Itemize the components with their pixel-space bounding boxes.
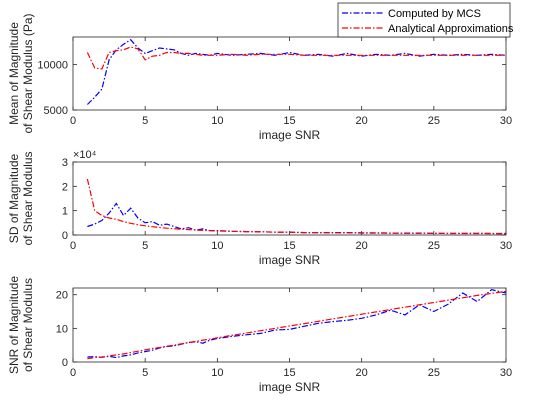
panel-3: 0 5 10 15 20 25 30 0 10 20 image SNR SNR of Magnitu… [7,276,512,394]
series-analytical-line [86,46,506,70]
x-tick-label: 0 [70,115,76,127]
panel-1: 0 5 10 15 20 25 30 5000 10000 image SNR Mean of Ma… [7,13,512,142]
x-axis-label: image SNR [259,128,321,142]
x-tick-label: 25 [428,240,440,252]
legend: Computed by MCS Analytical Approximation… [337,2,514,38]
plot-area [72,36,507,111]
y-tick-label: 10 [56,323,68,335]
x-tick-label: 0 [70,240,76,252]
x-tick-label: 5 [142,240,148,252]
x-tick-label: 5 [142,115,148,127]
series-mcs-line [86,38,506,105]
y-axis-label-line-1: SNR of Magnitude [7,276,21,374]
x-tick-label: 15 [283,367,295,379]
y-axis-label-line-1: SD of Magnitude [7,153,21,243]
x-tick-label: 20 [356,240,368,252]
x-tick-label: 15 [283,115,295,127]
x-tick-label: 25 [428,115,440,127]
y-axis-label-line-1: Mean of Magnitude [7,22,21,125]
legend-label-mcs: Computed by MCS [388,8,481,20]
series-analytical-line [86,178,506,235]
y-axis-label-line-2: of Shear Modulus (Pa) [21,13,35,133]
x-tick-label: 10 [211,240,223,252]
x-tick-label: 10 [211,115,223,127]
y-tick-label: 3 [62,157,68,169]
legend-label-analytical: Analytical Approximations [388,23,514,35]
panel-2: 0 5 10 15 20 25 30 0 1 2 3 ×10⁴ image SNR SD of Magni… [7,149,512,267]
x-tick-label: 15 [283,240,295,252]
y-exponent-label: ×10⁴ [73,149,97,161]
x-tick-label: 10 [211,367,223,379]
x-tick-label: 25 [428,367,440,379]
y-tick-label: 2 [62,181,68,193]
x-tick-label: 0 [70,367,76,379]
x-tick-label: 30 [500,240,512,252]
y-tick-label: 5000 [44,105,68,117]
x-tick-label: 30 [500,115,512,127]
y-tick-label: 0 [62,357,68,369]
series-analytical-line [87,290,506,360]
plot-area [72,161,507,236]
x-tick-label: 5 [142,367,148,379]
x-axis-label: image SNR [259,380,321,394]
y-tick-label: 20 [56,290,68,302]
y-axis-label-line-2: of Shear Modulus [21,278,35,372]
x-tick-label: 20 [356,367,368,379]
x-axis-label: image SNR [259,253,321,267]
legend-box [337,2,511,38]
x-tick-label: 20 [356,115,368,127]
y-tick-label: 1 [62,206,68,218]
x-tick-label: 30 [500,367,512,379]
y-tick-label: 0 [62,230,68,242]
y-axis-label-line-2: of Shear Modulus [21,151,35,245]
y-tick-label: 10000 [37,59,68,71]
series-mcs-line [87,289,506,359]
